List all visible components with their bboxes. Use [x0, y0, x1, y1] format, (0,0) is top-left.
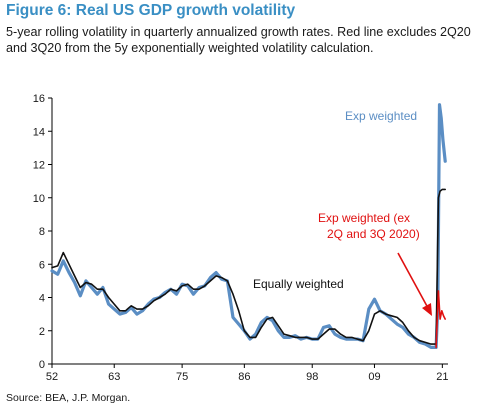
annotation-arrow-head	[422, 303, 432, 316]
label-exp-weighted-ex-line2: 2Q and 3Q 2020)	[327, 227, 420, 241]
annotation-arrow-shaft	[397, 252, 429, 309]
label-equally-weighted: Equally weighted	[253, 277, 344, 291]
annotation-layer: Exp weighted Equally weighted Exp weighted…	[253, 109, 432, 316]
x-tick-label: 75	[176, 371, 188, 383]
chart-subtitle: 5-year rolling volatility in quarterly a…	[6, 25, 471, 56]
x-tick-label: 09	[368, 371, 380, 383]
x-tick-label: 21	[436, 371, 448, 383]
chart-title: Figure 6: Real US GDP growth volatility	[6, 2, 296, 19]
y-tick-label: 14	[33, 126, 45, 138]
y-tick-label: 2	[39, 326, 45, 338]
series-line-equally-weighted	[51, 188, 446, 345]
series-line-exp-weighted-ex	[435, 290, 446, 349]
y-tick-label: 8	[39, 226, 45, 238]
x-tick-label: 52	[46, 371, 58, 383]
y-tick-label: 6	[39, 259, 45, 271]
x-tick-label: 63	[108, 371, 120, 383]
y-tick-label: 4	[39, 293, 45, 305]
y-tick-label: 16	[33, 93, 45, 105]
chart-source: Source: BEA, J.P. Morgan.	[6, 392, 131, 404]
axes: 0 2 4 6 8 10 12 14 16 52 63 75 86 98 09 21	[33, 93, 449, 383]
x-tick-label: 98	[306, 371, 318, 383]
y-tick-label: 10	[33, 193, 45, 205]
y-tick-label: 0	[39, 359, 45, 371]
series-line-exp-weighted	[50, 103, 447, 349]
y-tick-label: 12	[33, 160, 45, 172]
x-tick-label: 86	[238, 371, 250, 383]
series-layer	[50, 103, 447, 349]
label-exp-weighted: Exp weighted	[345, 109, 417, 123]
label-exp-weighted-ex-line1: Exp weighted (ex	[318, 211, 410, 225]
